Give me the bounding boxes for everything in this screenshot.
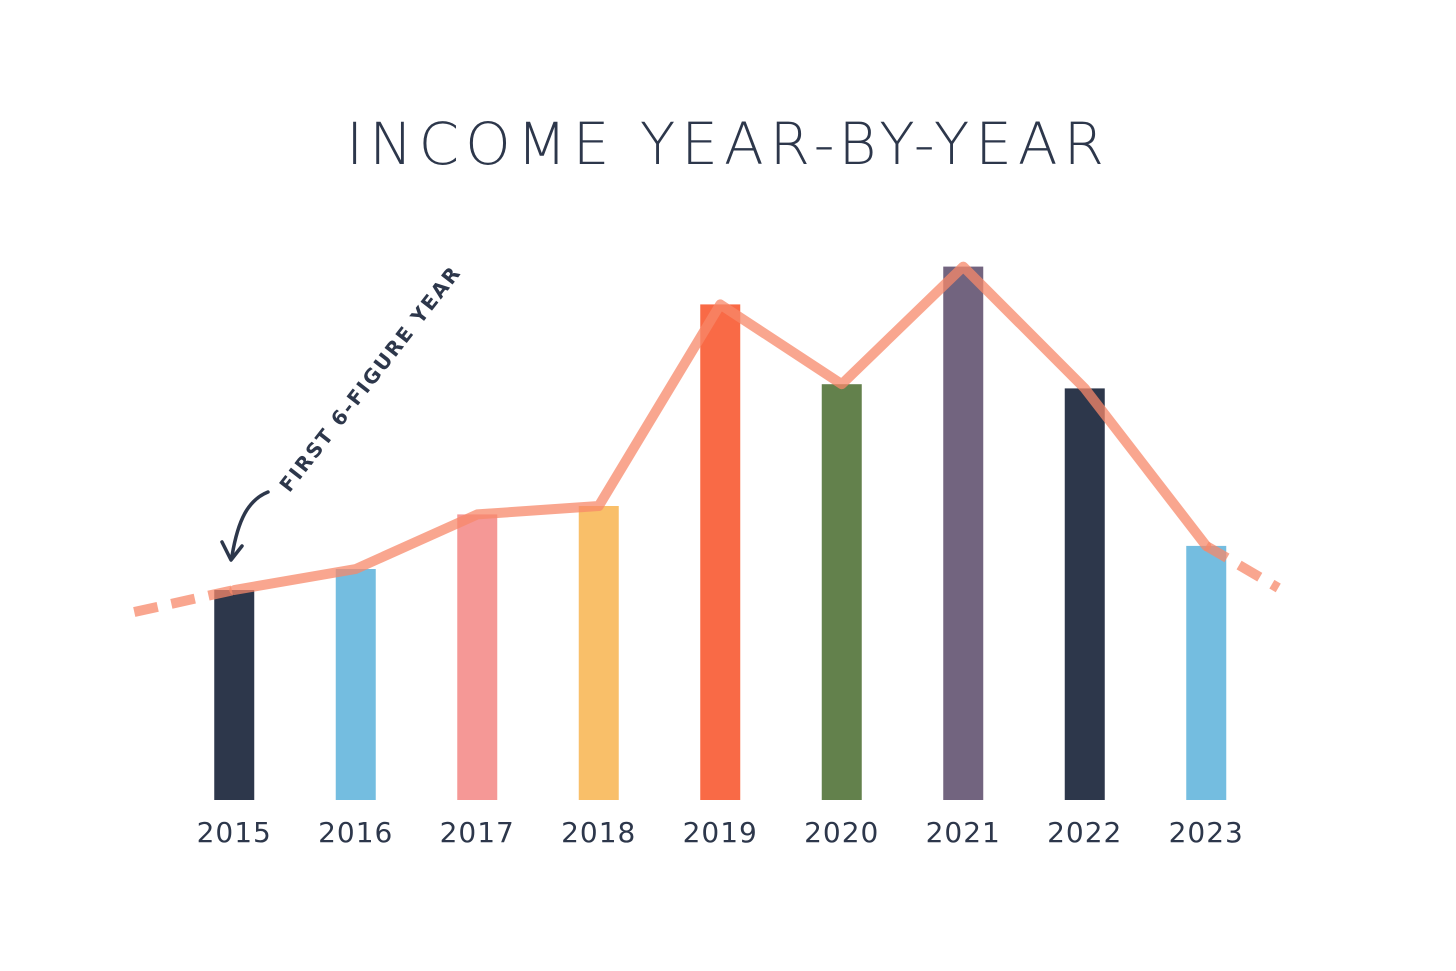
bar bbox=[943, 266, 984, 801]
bar bbox=[214, 590, 255, 800]
x-tick-label: 2020 bbox=[804, 816, 879, 849]
x-tick-label: 2019 bbox=[683, 816, 758, 849]
bar bbox=[700, 304, 741, 800]
chart-title: INCOME YEAR-BY-YEAR bbox=[346, 110, 1110, 178]
x-tick-label: 2022 bbox=[1047, 816, 1122, 849]
annotation-arrow bbox=[230, 490, 270, 558]
bar bbox=[578, 506, 619, 800]
annotation-arrowhead bbox=[220, 540, 244, 562]
bar bbox=[821, 384, 862, 800]
bars bbox=[214, 266, 1227, 801]
bar bbox=[457, 514, 498, 800]
x-tick-label: 2018 bbox=[561, 816, 636, 849]
x-tick-label: 2021 bbox=[926, 816, 1001, 849]
bar bbox=[1186, 545, 1227, 800]
bar bbox=[1064, 388, 1105, 800]
bar bbox=[335, 569, 376, 800]
x-tick-label: 2017 bbox=[440, 816, 515, 849]
trend-extension bbox=[1203, 541, 1281, 593]
x-tick-label: 2015 bbox=[197, 816, 272, 849]
x-tick-label: 2016 bbox=[318, 816, 393, 849]
trend-extension bbox=[133, 585, 236, 617]
x-tick-label: 2023 bbox=[1169, 816, 1244, 849]
trend-line-group bbox=[133, 261, 1281, 617]
trend-line bbox=[229, 261, 1212, 595]
